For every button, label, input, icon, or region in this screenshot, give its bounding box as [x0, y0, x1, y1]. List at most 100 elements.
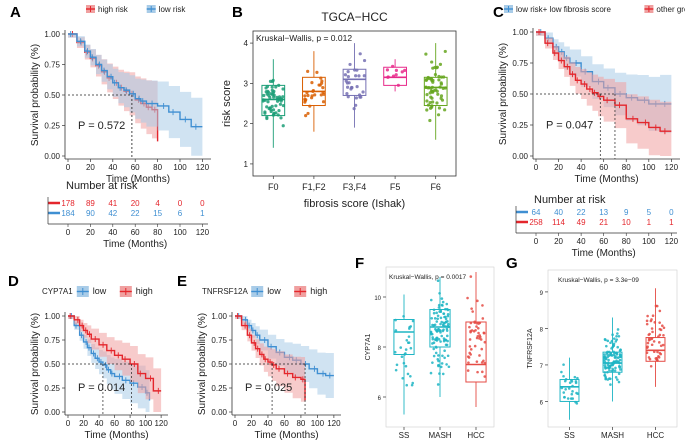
x-category-label: SS	[564, 431, 575, 440]
data-point	[310, 81, 314, 85]
data-point	[315, 70, 319, 74]
data-point	[410, 383, 414, 387]
data-point	[612, 337, 616, 340]
data-point	[482, 359, 485, 363]
data-point	[466, 296, 469, 300]
data-point	[281, 124, 285, 128]
data-point	[277, 83, 281, 87]
data-point	[394, 329, 398, 332]
data-point	[469, 329, 472, 333]
data-point	[445, 327, 449, 331]
kw-annotation: Kruskal−Wallis, p = 0.012	[256, 33, 352, 43]
data-point	[437, 78, 441, 82]
data-point	[612, 360, 616, 363]
data-point	[475, 336, 479, 340]
data-point	[435, 320, 439, 323]
data-point	[446, 354, 450, 358]
km-panel-c: 0.00 0.25 0.50 0.75 1.00 0 20 40 60 80 100 120 Time …	[498, 28, 680, 185]
y-tick-label: 0.25	[44, 384, 60, 393]
risk-count: 184	[61, 209, 75, 218]
data-point	[439, 322, 442, 326]
data-point	[354, 103, 358, 107]
data-point	[576, 376, 579, 380]
data-point	[361, 90, 365, 94]
data-point	[274, 85, 278, 89]
data-point	[436, 317, 439, 321]
data-point	[424, 52, 428, 56]
risk-tick-label: 0	[66, 228, 71, 237]
data-point	[475, 325, 478, 328]
data-point	[321, 86, 325, 90]
box-group-0	[559, 357, 580, 420]
x-category-label: MASH	[601, 431, 624, 440]
data-point	[618, 349, 622, 353]
data-point	[445, 302, 449, 306]
data-point	[446, 314, 450, 318]
data-point	[649, 319, 653, 323]
box-group-1	[429, 277, 451, 397]
x-tick-label: 120	[196, 163, 210, 172]
data-point	[603, 360, 606, 363]
x-tick-label: 20	[554, 163, 563, 172]
data-point	[474, 328, 477, 332]
legend-a: high risk low risk	[86, 5, 186, 14]
data-point	[279, 116, 283, 120]
data-point	[439, 94, 444, 98]
data-point	[355, 85, 359, 89]
data-point	[394, 73, 398, 77]
data-point	[320, 81, 324, 85]
y-tick-label: 0.25	[211, 384, 227, 393]
risk-count: 0	[669, 208, 674, 217]
data-point	[574, 381, 578, 385]
y-tick-label: 7	[540, 364, 544, 370]
y-axis-label: CYP7A1	[365, 333, 372, 360]
data-point	[346, 95, 350, 99]
x-tick-label: 100	[642, 163, 656, 172]
legend-d: CYP7A1 low high	[42, 286, 153, 297]
box-group-3	[383, 59, 407, 92]
risk-tick-label: 60	[599, 237, 608, 246]
ci-band-1	[536, 32, 672, 156]
data-point	[659, 344, 663, 348]
risk-xlabel: Time (Months)	[103, 239, 167, 250]
data-point	[358, 52, 362, 56]
data-point	[268, 79, 273, 83]
risk-tick-label: 80	[622, 237, 631, 246]
data-point	[646, 314, 649, 318]
y-axis-label: Survival probability (%)	[30, 313, 41, 415]
data-point	[276, 97, 280, 101]
box-group-2	[465, 272, 487, 407]
x-tick-label: 20	[86, 163, 95, 172]
kw-annotation: Kruskal−Wallis, p = 3.3e−09	[558, 277, 639, 284]
data-point	[468, 338, 472, 341]
risk-count: 0	[200, 199, 205, 208]
data-point	[611, 333, 614, 337]
data-point	[430, 104, 434, 108]
data-point	[438, 310, 441, 313]
data-point	[442, 324, 445, 327]
data-point	[440, 334, 444, 338]
data-point	[447, 365, 451, 369]
data-point	[662, 326, 666, 330]
y-tick-label: 8	[540, 327, 544, 333]
data-point	[469, 321, 473, 325]
y-tick-label: 0.00	[512, 152, 528, 161]
x-category-label: F0	[268, 182, 279, 192]
y-tick-label: 1.00	[211, 312, 227, 321]
data-point	[405, 338, 409, 342]
box-group-0	[393, 294, 415, 415]
y-tick-label: 0.00	[44, 152, 60, 161]
data-point	[432, 308, 436, 312]
data-point	[609, 341, 612, 345]
data-point	[467, 361, 470, 364]
data-point	[436, 113, 441, 117]
x-tick-label: 80	[153, 163, 162, 172]
data-point	[278, 102, 283, 106]
x-tick-label: 20	[247, 419, 256, 428]
data-point	[357, 74, 361, 78]
data-point	[483, 340, 487, 344]
risk-tick-label: 20	[554, 237, 563, 246]
data-point	[406, 372, 410, 376]
y-tick-label: 8	[378, 346, 382, 352]
data-point	[441, 372, 445, 376]
